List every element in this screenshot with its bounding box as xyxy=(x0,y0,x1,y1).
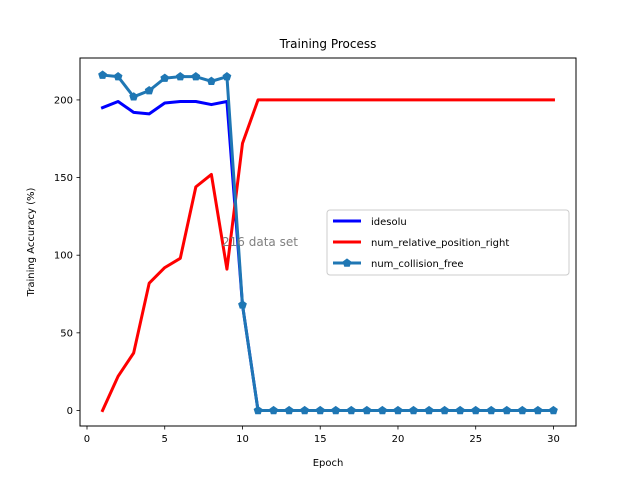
y-tick-label: 150 xyxy=(54,173,73,184)
data-point xyxy=(346,405,356,415)
data-point xyxy=(424,405,434,415)
x-axis-title: Epoch xyxy=(313,458,344,469)
chart-annotation: 216 data set xyxy=(222,235,298,249)
legend: idesolu num_relative_position_right num_co… xyxy=(326,209,570,276)
x-axis-ticks: 0 5 10 15 20 25 30 xyxy=(84,426,560,445)
chart-title: Training Process xyxy=(279,37,377,51)
data-point xyxy=(238,300,247,309)
data-point xyxy=(191,72,201,81)
data-point xyxy=(98,70,107,79)
data-point xyxy=(206,76,216,86)
data-point xyxy=(253,405,263,415)
x-tick-label: 5 xyxy=(162,434,168,445)
x-tick-label: 0 xyxy=(84,434,90,445)
series-layer xyxy=(98,70,558,415)
x-tick-label: 10 xyxy=(236,434,249,445)
y-axis-ticks: 0 50 100 150 200 xyxy=(54,95,80,417)
data-point xyxy=(315,405,325,415)
data-point xyxy=(409,405,418,415)
data-point xyxy=(300,405,310,415)
data-point xyxy=(471,405,481,415)
plot-frame xyxy=(79,57,577,427)
legend-marker xyxy=(342,258,352,267)
series-num_collision_free xyxy=(98,70,558,415)
y-tick-label: 0 xyxy=(67,406,73,417)
data-point xyxy=(502,405,512,415)
data-point xyxy=(144,85,154,95)
data-point xyxy=(378,405,387,415)
series-num_relative_position_right xyxy=(100,98,555,413)
data-point xyxy=(160,73,170,82)
data-point xyxy=(486,405,496,415)
legend-label: num_relative_position_right xyxy=(371,238,509,249)
y-tick-label: 100 xyxy=(54,251,73,262)
data-point xyxy=(175,72,185,81)
data-point xyxy=(455,405,465,415)
data-point xyxy=(269,405,278,415)
x-tick-label: 15 xyxy=(314,434,327,445)
data-point xyxy=(222,72,232,81)
series-line xyxy=(100,98,555,413)
x-tick-label: 30 xyxy=(547,434,560,445)
legend-label: num_collision_free xyxy=(371,259,464,270)
data-point xyxy=(517,405,527,415)
data-point xyxy=(393,405,403,415)
legend-label: idesolu xyxy=(371,217,407,228)
data-point xyxy=(362,405,372,415)
x-tick-label: 25 xyxy=(469,434,482,445)
y-tick-label: 50 xyxy=(60,328,73,339)
data-point xyxy=(533,405,543,415)
legend-box xyxy=(326,209,570,276)
data-point xyxy=(113,72,123,81)
data-point xyxy=(331,405,341,415)
data-point xyxy=(129,92,139,101)
y-axis-title: Training Accuracy (%) xyxy=(26,188,37,298)
x-tick-label: 20 xyxy=(392,434,405,445)
data-point xyxy=(284,405,294,415)
data-point xyxy=(440,405,450,415)
y-tick-label: 200 xyxy=(54,95,73,106)
data-point xyxy=(549,405,558,415)
